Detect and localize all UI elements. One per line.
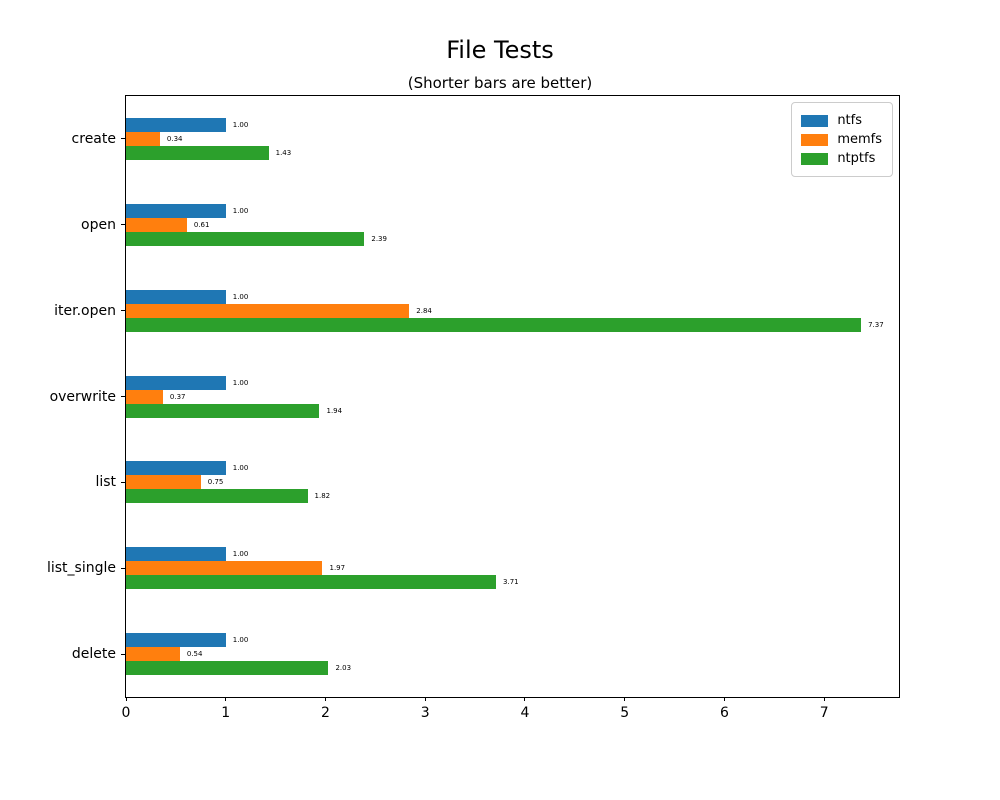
- x-tick-label: 7: [819, 705, 829, 721]
- y-tick-mark: [121, 224, 125, 226]
- memfs-swatch-icon: [801, 133, 829, 146]
- ntptfs-bar: [126, 489, 308, 504]
- x-tick-mark: [125, 697, 127, 701]
- y-tick-label: iter.open: [54, 302, 116, 319]
- x-tick-mark: [324, 697, 326, 701]
- y-tick-label: overwrite: [49, 388, 116, 405]
- legend-label: memfs: [837, 132, 882, 147]
- ntfs-bar: [126, 547, 226, 562]
- bar-value-label: 1.00: [232, 206, 249, 215]
- y-tick-label: open: [81, 216, 116, 233]
- y-tick-label: create: [71, 130, 116, 147]
- y-tick-mark: [121, 396, 125, 397]
- bar-value-label: 2.39: [371, 234, 387, 243]
- y-tick-label: list_single: [46, 560, 116, 577]
- ntptfs-bar: [126, 661, 329, 676]
- x-tick-label: 1: [221, 705, 231, 721]
- ntfs-bar: [126, 461, 226, 476]
- bar-value-label: 1.43: [275, 148, 292, 157]
- bar-value-label: 0.61: [193, 220, 210, 229]
- ntfs-swatch-icon: [801, 114, 829, 127]
- chart-subtitle: (Shorter bars are better): [407, 74, 593, 92]
- bar-value-label: 1.00: [232, 120, 249, 129]
- bar-value-label: 1.00: [232, 550, 249, 559]
- x-tick-label: 6: [719, 705, 729, 721]
- x-tick-mark: [424, 697, 426, 701]
- x-tick-label: 2: [321, 705, 330, 721]
- legend-item-ntfs: ntfs: [801, 112, 882, 129]
- ntptfs-bar: [126, 575, 497, 590]
- x-tick-label: 3: [420, 705, 430, 721]
- bar-value-label: 3.71: [503, 578, 519, 587]
- ntfs-bar: [126, 289, 226, 304]
- memfs-bar: [126, 647, 180, 662]
- bar-value-label: 1.94: [326, 406, 343, 415]
- bar-value-label: 0.54: [186, 650, 203, 659]
- bar-value-label: 1.82: [314, 492, 331, 501]
- ntptfs-swatch-icon: [801, 152, 829, 165]
- ntfs-bar: [126, 203, 226, 218]
- y-tick-mark: [121, 567, 125, 569]
- plot-area: 1.00 0.34 1.43 1.00 0.61 2.39 1.00 2.84 7.37 1.00…: [47, 95, 900, 721]
- bar-value-label: 1.00: [232, 378, 249, 387]
- legend-item-ntptfs: ntptfs: [801, 150, 882, 167]
- legend-label: ntptfs: [837, 151, 876, 166]
- bar-value-label: 1.00: [232, 464, 249, 473]
- memfs-bar: [126, 131, 160, 146]
- bar-value-label: 7.37: [868, 320, 884, 329]
- ntptfs-bar: [126, 231, 365, 246]
- bar-value-label: 1.97: [329, 564, 346, 573]
- ntfs-bar: [126, 375, 226, 390]
- chart-title: File Tests: [446, 36, 554, 64]
- x-tick-mark: [723, 697, 725, 701]
- y-tick-mark: [121, 138, 125, 140]
- bar-value-label: 2.03: [335, 664, 352, 673]
- legend-label: ntfs: [837, 113, 862, 128]
- x-tick-mark: [225, 697, 227, 701]
- y-tick-mark: [121, 310, 125, 312]
- y-tick-mark: [121, 653, 125, 655]
- x-tick-mark: [624, 697, 626, 701]
- y-tick-label: list: [95, 474, 116, 491]
- y-tick-label: delete: [71, 646, 116, 663]
- x-tick-mark: [524, 697, 526, 701]
- ntfs-bar: [126, 633, 226, 648]
- legend: ntfs memfs ntptfs: [791, 102, 893, 177]
- bar-value-label: 2.84: [416, 306, 432, 315]
- bar-value-label: 0.34: [166, 134, 183, 143]
- x-tick-label: 5: [620, 705, 630, 721]
- memfs-bar: [126, 303, 410, 318]
- bar-value-label: 1.00: [232, 292, 249, 301]
- memfs-bar: [126, 475, 201, 490]
- memfs-bar: [126, 561, 323, 576]
- memfs-bar: [126, 389, 163, 404]
- legend-item-memfs: memfs: [801, 131, 882, 148]
- bar-value-label: 1.00: [232, 636, 249, 645]
- x-tick-label: 0: [121, 705, 131, 721]
- x-tick-mark: [823, 697, 825, 701]
- y-tick-mark: [121, 481, 125, 483]
- ntptfs-bar: [126, 145, 269, 160]
- x-tick-label: 4: [520, 705, 530, 721]
- ntfs-bar: [126, 117, 226, 132]
- ntptfs-bar: [126, 317, 862, 332]
- bar-value-label: 0.75: [207, 478, 224, 487]
- ntptfs-bar: [126, 403, 320, 418]
- memfs-bar: [126, 217, 187, 232]
- bar-value-label: 0.37: [169, 392, 186, 401]
